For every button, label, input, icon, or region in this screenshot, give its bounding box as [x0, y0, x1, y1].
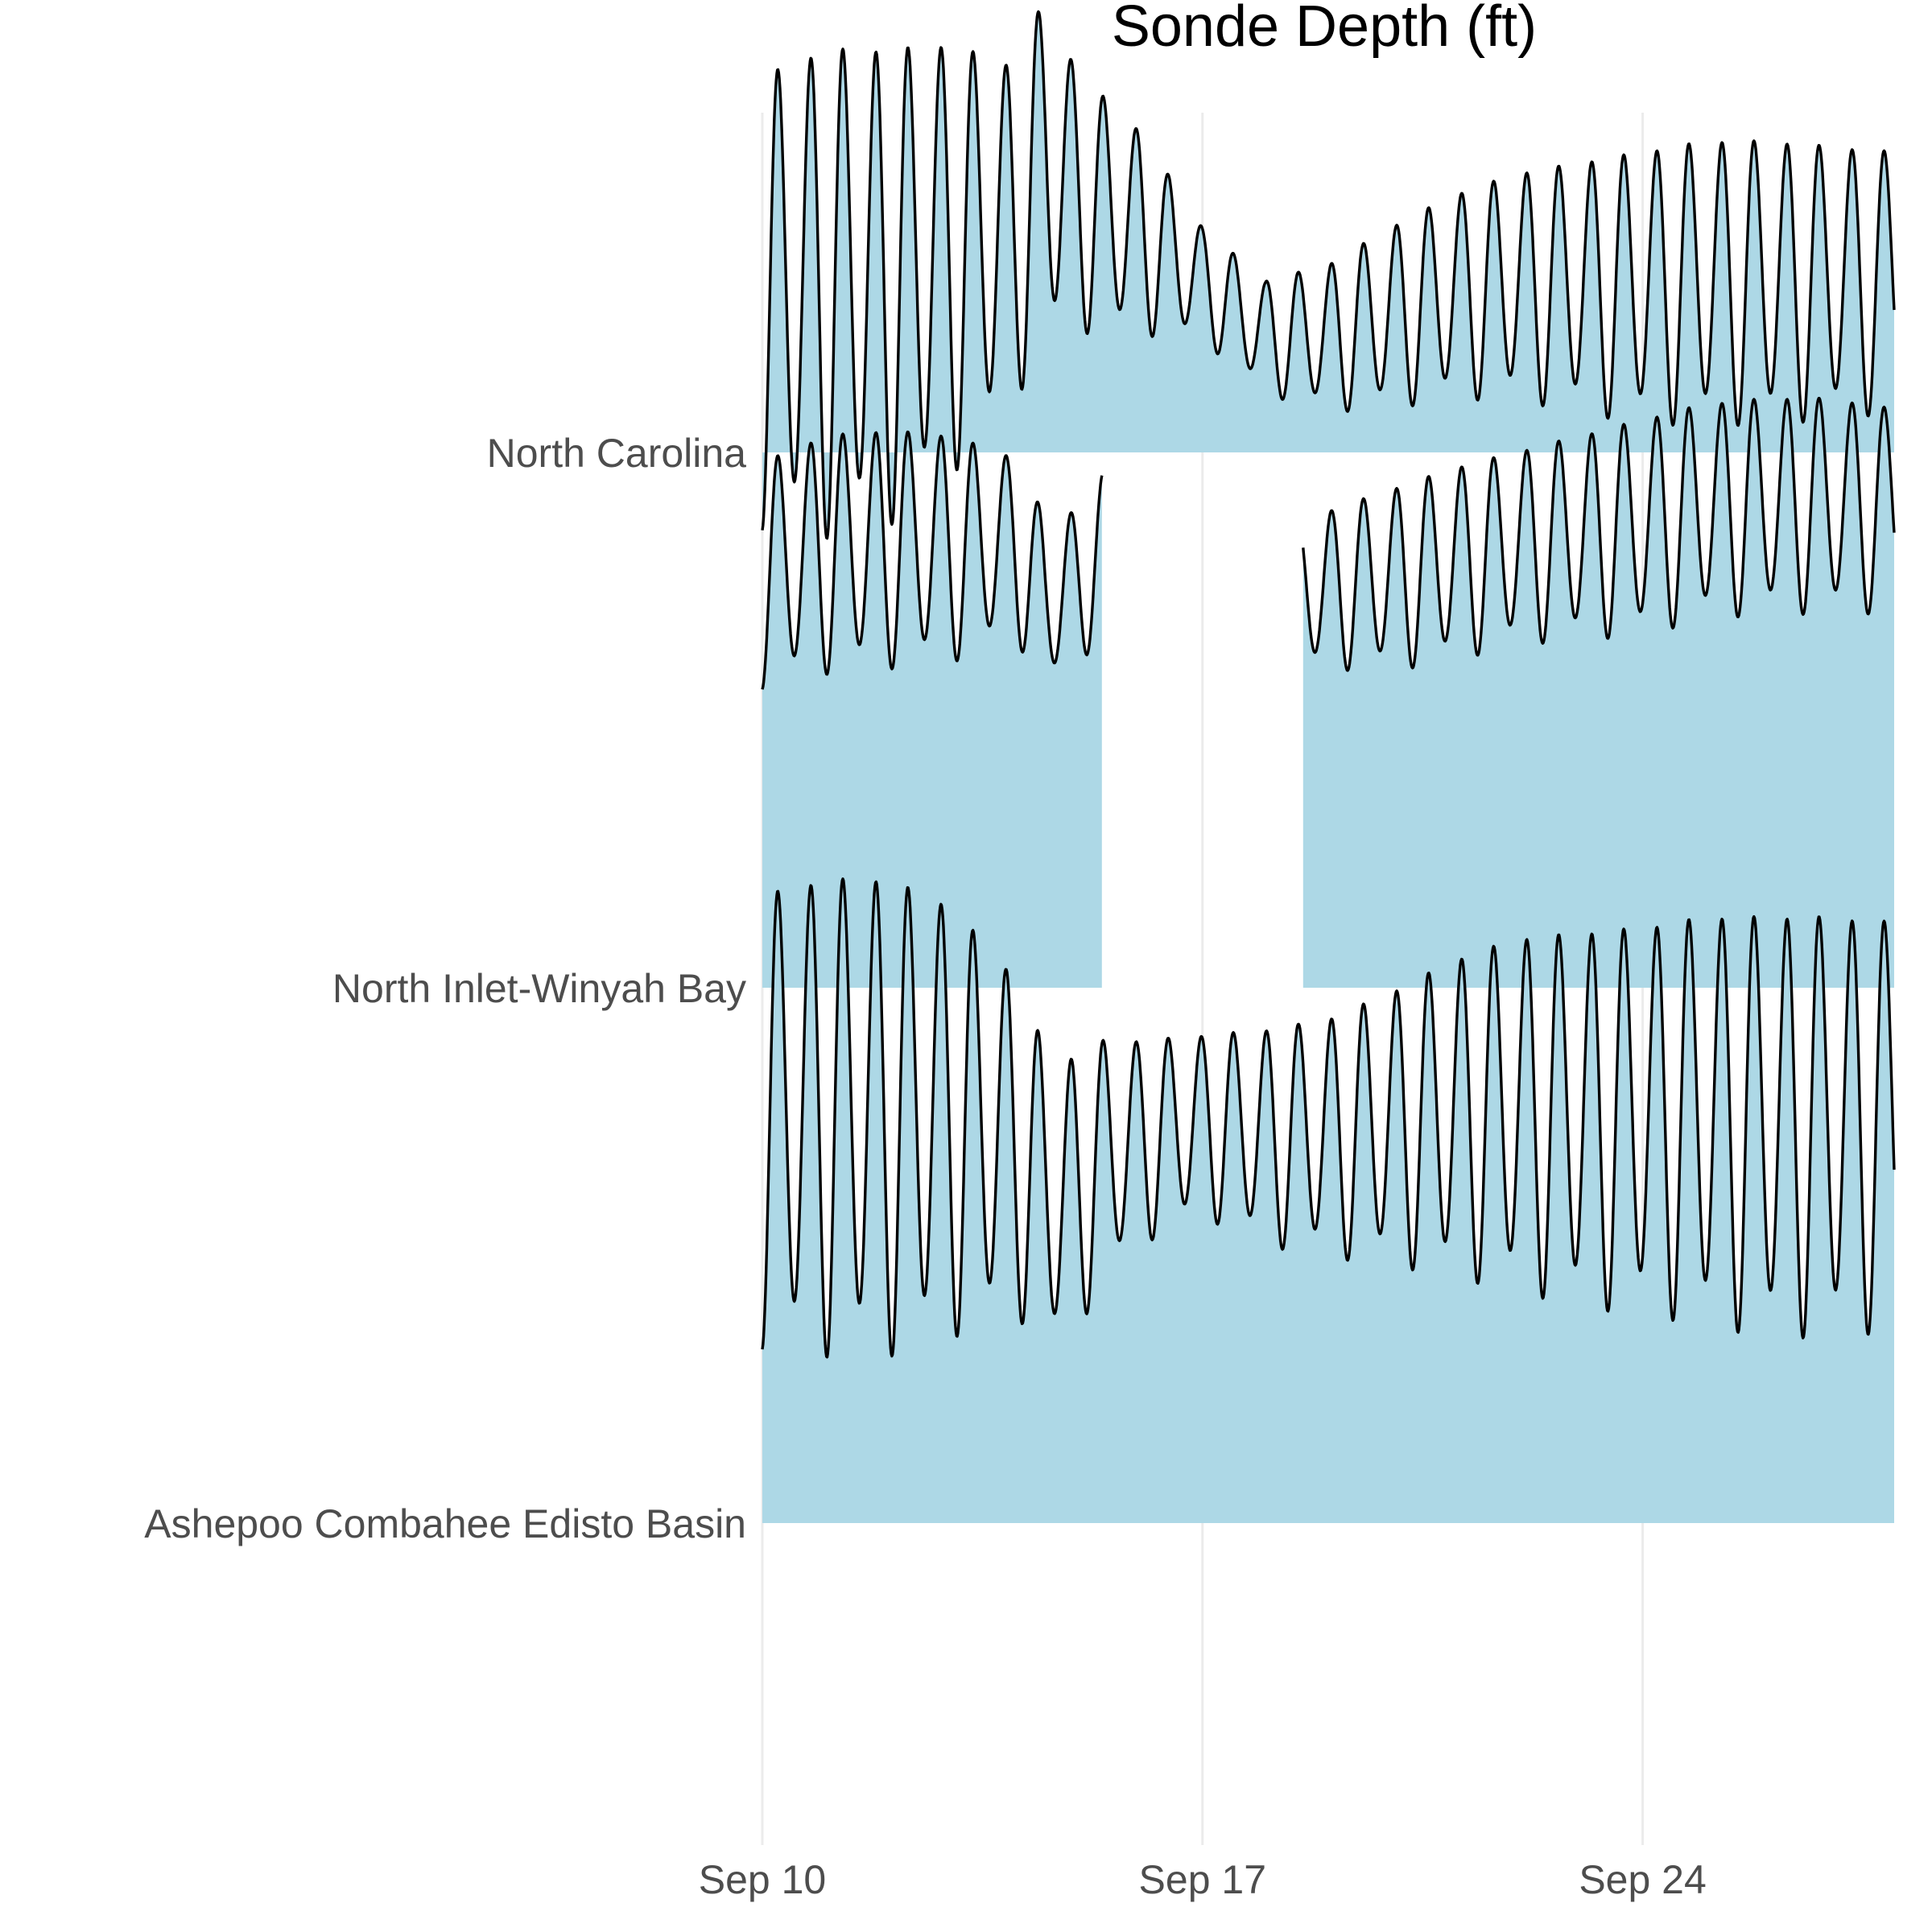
y-tick-labels: North Carolina North Inlet-Winyah Bay Ashe…: [144, 431, 746, 1546]
y-tick-label: North Inlet-Winyah Bay: [332, 966, 746, 1011]
ridge-series: [761, 397, 1896, 988]
y-tick-label: Ashepoo Combahee Edisto Basin: [144, 1501, 746, 1546]
ridge-area: [762, 878, 1894, 1523]
y-tick-label: North Carolina: [487, 431, 747, 476]
x-tick-label: Sep 17: [1139, 1857, 1266, 1902]
x-tick-labels: Sep 10 Sep 17 Sep 24: [699, 1857, 1707, 1902]
ridge-line: [761, 430, 1104, 690]
ridge-area: [762, 431, 1102, 988]
ridge-area: [1302, 398, 1894, 988]
ridge-series: [761, 10, 1896, 540]
ridge-line: [761, 10, 1896, 540]
ridge-line: [761, 877, 1896, 1359]
chart-title: Sonde Depth (ft): [1112, 0, 1537, 59]
ridge-series: [761, 877, 1896, 1523]
ridgeline-series: [761, 10, 1896, 1523]
ridge-line: [1302, 397, 1896, 672]
x-tick-label: Sep 24: [1579, 1857, 1706, 1902]
x-tick-label: Sep 10: [699, 1857, 826, 1902]
